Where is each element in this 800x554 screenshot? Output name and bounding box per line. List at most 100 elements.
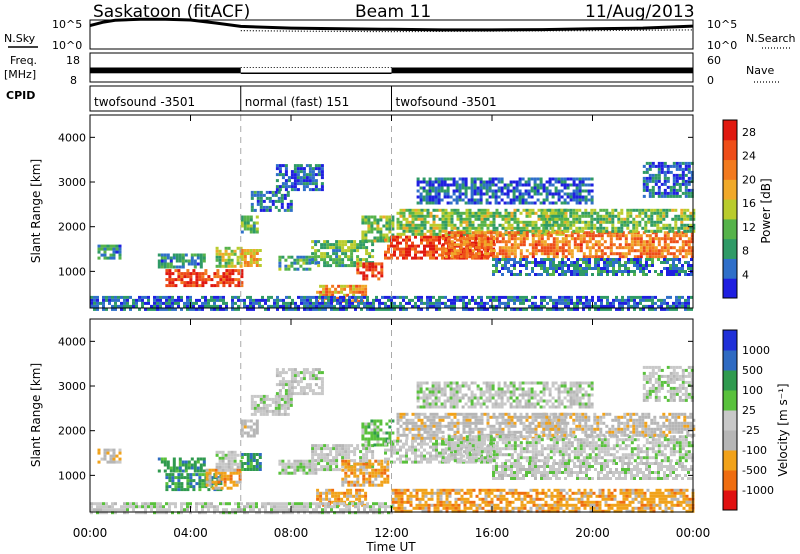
power-plot-cell-20: [522, 295, 525, 299]
power-plot-cell-18: [590, 201, 594, 205]
power-plot-cell-10: [365, 277, 369, 281]
power-plot-cell-20: [240, 298, 243, 302]
power-plot-cell-20: [105, 298, 108, 302]
power-plot-cell-20: [471, 298, 474, 302]
power-plot-cell-14: [462, 217, 466, 221]
power-plot-cell-16: [542, 217, 546, 221]
power-plot-cell-17: [612, 261, 615, 264]
power-plot-cell-16: [560, 214, 564, 218]
power-plot-cell-20: [426, 307, 429, 311]
power-plot-cell-20: [546, 295, 549, 299]
power-plot-cell-4: [246, 224, 250, 228]
velocity-plot-cell-4: [236, 453, 240, 457]
power-plot-cell-16: [605, 226, 609, 230]
velocity-plot-cell-10: [353, 450, 357, 454]
velocity-plot-cell-4: [224, 456, 228, 460]
power-plot-cell-17: [573, 261, 576, 264]
power-plot-cell-19: [675, 179, 679, 183]
power-plot-cell-9: [329, 264, 333, 268]
power-plot-cell-20: [465, 304, 468, 308]
power-plot-cell-13: [429, 250, 432, 254]
power-plot-cell-1: [178, 259, 182, 263]
velocity-plot-cell-6: [253, 412, 257, 416]
power-plot-cell-5: [277, 199, 281, 203]
power-plot-cell-20: [612, 298, 615, 302]
velocity-plot-cell-4: [224, 468, 228, 472]
velocity-plot-cell-0: [115, 460, 119, 464]
power-plot-cell-13: [474, 244, 477, 248]
power-plot-cell-9: [359, 264, 363, 268]
power-plot-cell-15: [582, 234, 586, 238]
velocity-plot-cell-11: [368, 465, 372, 469]
power-plot-cell-8: [284, 264, 288, 268]
power-plot-cell-5: [274, 193, 278, 197]
power-plot-cell-5: [256, 202, 260, 206]
power-plot-cell-13: [396, 247, 399, 251]
power-plot-cell-14: [432, 226, 436, 230]
power-plot-cell-20: [492, 298, 495, 302]
power-plot-cell-20: [315, 295, 318, 299]
power-plot-cell-9: [350, 249, 354, 253]
power-plot-cell-14: [444, 214, 448, 218]
power-plot-cell-20: [609, 307, 612, 311]
velocity-plot-cell-2: [177, 488, 181, 492]
power-plot-cell-15: [483, 249, 487, 253]
power-plot-cell-14: [525, 226, 529, 230]
velocity-plot-cell-6: [274, 403, 278, 407]
power-plot-cell-14: [465, 211, 469, 215]
power-plot-cell-14: [528, 223, 532, 227]
power-plot-cell-12: [364, 233, 368, 237]
power-plot-cell-9: [344, 264, 348, 268]
power-plot-cell-20: [567, 298, 570, 302]
velocity-plot-cell-7: [293, 371, 297, 375]
velocity-plot-cell-13: [361, 437, 365, 441]
velocity-plot-cell-13: [370, 437, 374, 441]
velocity-plot-cell-2: [189, 482, 193, 486]
power-plot-cell-14: [516, 223, 520, 227]
power-plot-cell-15: [642, 243, 646, 247]
power-plot-cell-14: [564, 211, 568, 215]
power-plot-cell-15: [507, 234, 511, 238]
velocity-plot-cell-6: [262, 403, 266, 407]
power-plot-cell-16: [647, 217, 651, 221]
velocity-plot-cell-7: [278, 389, 282, 393]
power-plot-cell-19: [672, 182, 676, 186]
power-plot-cell-8: [305, 255, 309, 259]
velocity-plot-cell-3: [220, 471, 224, 475]
velocity-plot-cell-14: [387, 439, 390, 443]
power-plot-cell-16: [635, 214, 639, 218]
power-plot-cell-15: [498, 231, 502, 235]
velocity-plot-cell-7: [308, 389, 312, 393]
power-plot-cell-14: [543, 208, 547, 212]
power-plot-cell-16: [593, 217, 597, 221]
velocity-plot-cell-2: [192, 473, 196, 477]
power-plot-cell-20: [540, 295, 543, 299]
power-plot-cell-20: [264, 307, 267, 311]
velocity-plot-cell-2: [177, 482, 181, 486]
velocity-plot-cell-11: [344, 465, 348, 469]
power-plot-cell-15: [519, 249, 523, 253]
power-plot-cell-16: [626, 208, 630, 212]
velocity-plot-cell-13: [376, 419, 380, 423]
power-plot-cell-20: [330, 298, 333, 302]
power-plot-cell-0: [109, 256, 113, 260]
velocity-plot-cell-11: [368, 474, 372, 478]
velocity-plot-cell-3: [220, 486, 224, 490]
power-plot-cell-13: [480, 253, 483, 257]
power-plot-cell-16: [683, 229, 687, 233]
velocity-plot-cell-7: [317, 371, 321, 375]
power-plot-cell-20: [495, 307, 498, 311]
velocity-plot-cell-12: [316, 497, 320, 501]
power-plot-cell-10: [368, 262, 372, 266]
velocity-plot-cell-6: [250, 400, 254, 404]
power-plot-cell-1: [175, 256, 179, 260]
power-plot-cell-15: [615, 237, 619, 241]
power-plot-cell-1: [181, 262, 185, 266]
power-plot-cell-20: [207, 301, 210, 305]
power-plot-cell-16: [689, 214, 693, 218]
power-plot-cell-10: [374, 268, 378, 272]
velocity-plot-cell-11: [383, 480, 387, 484]
power-plot-cell-14: [399, 214, 403, 218]
power-plot-cell-2: [171, 281, 175, 285]
power-plot-cell-0: [118, 253, 122, 257]
